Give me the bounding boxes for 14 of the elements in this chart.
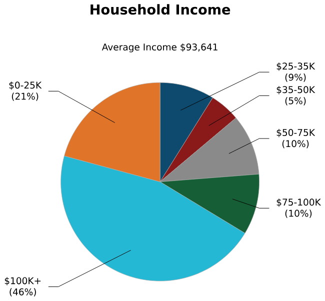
slice-label: $25-35K xyxy=(276,62,316,72)
data-label: (21%) xyxy=(12,92,38,102)
data-label: (10%) xyxy=(285,210,312,218)
slice-label: $35-50K xyxy=(276,86,316,95)
slice-label: $100K+ xyxy=(4,277,41,286)
slice-label: $0-25K xyxy=(9,82,42,90)
slice-label: $50-75K xyxy=(276,129,316,138)
chart-subtitle: Average Income $93,641 xyxy=(102,44,218,53)
data-label: (10%) xyxy=(282,140,309,148)
data-label: (46%) xyxy=(10,288,36,297)
data-label: (5%) xyxy=(285,97,306,106)
chart-title: Household Income xyxy=(90,4,230,15)
slice-label: $75-100K xyxy=(276,198,322,208)
data-label: (9%) xyxy=(285,74,306,82)
